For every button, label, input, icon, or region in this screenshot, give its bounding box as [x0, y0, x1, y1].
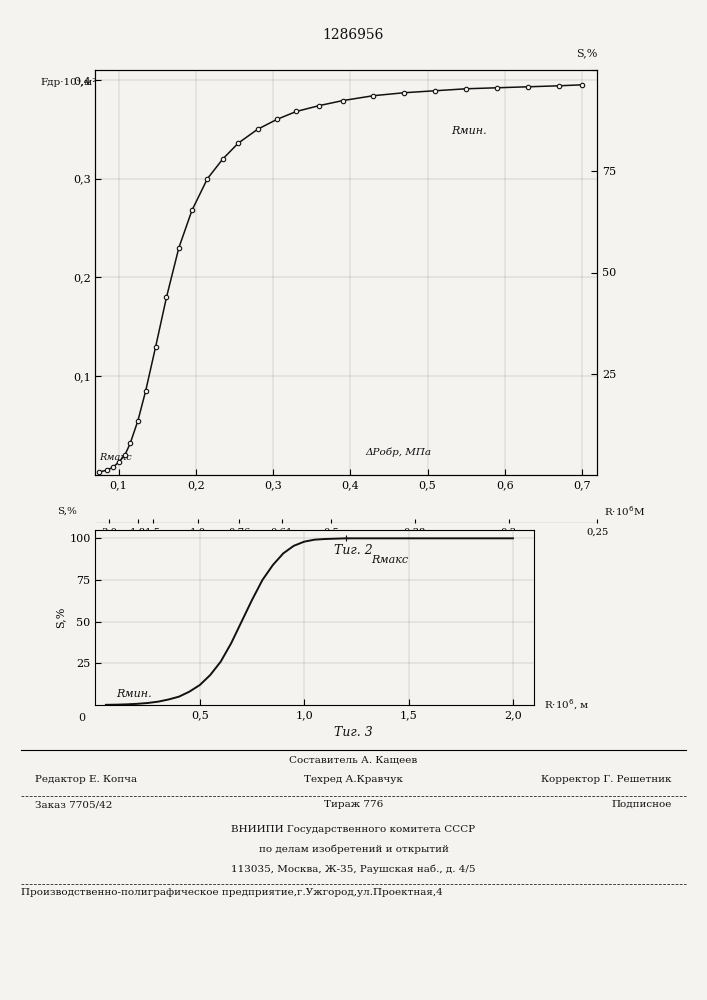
- Y-axis label: S,%: S,%: [55, 607, 65, 628]
- Text: Тираж 776: Тираж 776: [324, 800, 383, 809]
- Text: ВНИИПИ Государственного комитета СССР: ВНИИПИ Государственного комитета СССР: [231, 825, 476, 834]
- Text: Fдр·10⁴,м²: Fдр·10⁴,м²: [40, 78, 97, 87]
- Text: R·10$^6$, м: R·10$^6$, м: [544, 698, 590, 712]
- Text: Редактор Е. Копча: Редактор Е. Копча: [35, 775, 137, 784]
- Text: Корректор Г. Решетник: Корректор Г. Решетник: [541, 775, 672, 784]
- Text: 113035, Москва, Ж-35, Раушская наб., д. 4/5: 113035, Москва, Ж-35, Раушская наб., д. …: [231, 864, 476, 874]
- Text: по делам изобретений и открытий: по делам изобретений и открытий: [259, 844, 448, 854]
- Text: S,%: S,%: [576, 48, 597, 58]
- Text: Rмакс: Rмакс: [371, 555, 408, 565]
- Text: R·10$^6$M: R·10$^6$M: [604, 504, 646, 518]
- Text: Rмин.: Rмин.: [117, 689, 152, 699]
- Text: Составитель А. Кащеев: Составитель А. Кащеев: [289, 756, 418, 765]
- Text: Rмакс: Rмакс: [99, 453, 132, 462]
- Text: Подписное: Подписное: [612, 800, 672, 809]
- Text: Τиг. 2: Τиг. 2: [334, 544, 373, 556]
- Text: Производственно-полиграфическое предприятие,г.Ужгород,ул.Проектная,4: Производственно-полиграфическое предприя…: [21, 888, 443, 897]
- Text: ΔPобр, МПа: ΔPобр, МПа: [366, 448, 432, 457]
- Text: 1286956: 1286956: [323, 28, 384, 42]
- Text: 0: 0: [78, 713, 86, 723]
- Text: S,%: S,%: [57, 506, 77, 516]
- Text: Rмин.: Rмин.: [450, 126, 486, 136]
- Text: Заказ 7705/42: Заказ 7705/42: [35, 800, 112, 809]
- Text: Τиг. 3: Τиг. 3: [334, 726, 373, 740]
- Text: Техред А.Кравчук: Техред А.Кравчук: [304, 775, 403, 784]
